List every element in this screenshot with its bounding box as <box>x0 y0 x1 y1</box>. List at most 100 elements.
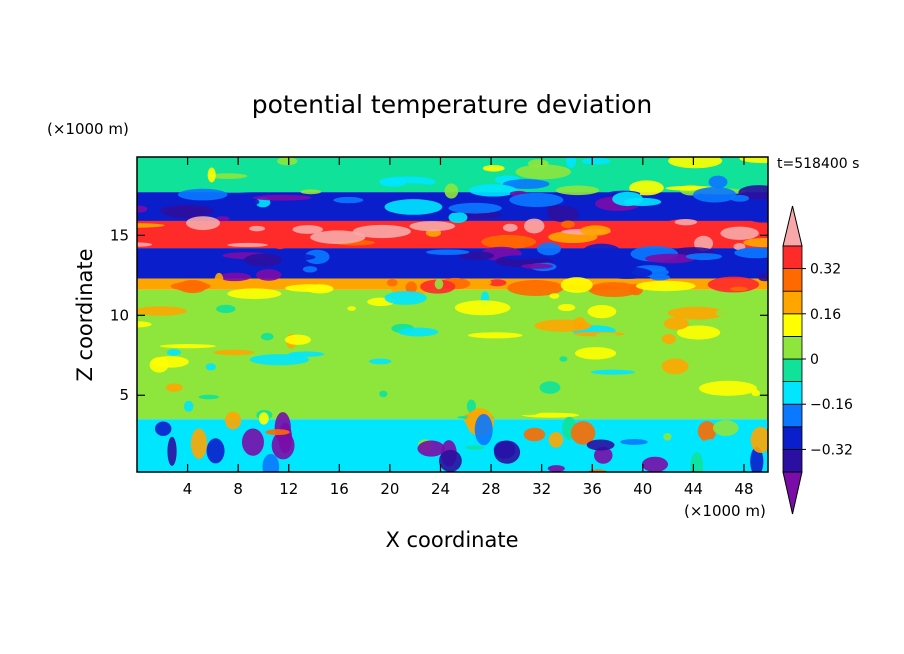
colorbar-swatch <box>782 358 803 383</box>
y-tick-label: 5 <box>119 386 129 404</box>
field-blob <box>444 183 459 199</box>
field-blob <box>560 220 575 229</box>
field-blob <box>137 321 152 328</box>
field-blob <box>225 301 272 309</box>
field-blob <box>262 453 280 472</box>
field-blob <box>587 304 617 319</box>
field-blob <box>661 334 676 345</box>
field-blob <box>547 465 565 472</box>
field-blob <box>751 389 760 397</box>
field-blob <box>514 405 542 416</box>
x-tick-label: 36 <box>583 480 602 498</box>
field-blob <box>547 205 579 222</box>
field-blob <box>685 253 723 260</box>
x-tick-label: 32 <box>532 480 551 498</box>
field-blob <box>635 280 696 292</box>
field-blob <box>215 216 230 222</box>
field-blob <box>625 301 668 315</box>
field-blob <box>137 223 165 228</box>
field-blob <box>683 199 710 211</box>
field-blob <box>205 363 217 371</box>
field-blob <box>177 279 208 294</box>
field-blob <box>350 431 369 437</box>
field-blob <box>443 242 455 248</box>
field-blob <box>454 300 511 316</box>
field-blob <box>137 375 165 387</box>
field-blob <box>438 449 462 472</box>
field-blob <box>557 303 576 312</box>
field-blob <box>256 269 282 281</box>
field-blob <box>507 279 564 296</box>
colorbar-swatch <box>782 290 803 315</box>
field-blob <box>166 349 182 356</box>
field-blob <box>274 244 286 250</box>
field-blob <box>570 421 596 445</box>
field-blob <box>252 194 312 201</box>
field-blob <box>277 157 298 166</box>
field-blob <box>715 305 768 321</box>
x-tick-label: 24 <box>431 480 450 498</box>
field-blob <box>732 262 742 276</box>
plot-field <box>137 157 768 472</box>
field-blob <box>198 394 220 400</box>
field-blob <box>285 284 333 292</box>
field-blob <box>347 306 357 311</box>
field-blob <box>586 439 615 451</box>
field-blob <box>672 397 705 407</box>
field-blob <box>137 242 153 247</box>
field-blob <box>509 192 564 208</box>
field-blob <box>494 440 521 464</box>
field-blob <box>417 440 445 457</box>
field-blob <box>459 251 495 261</box>
field-blob <box>304 249 330 265</box>
field-blob <box>465 445 485 450</box>
field-blob <box>438 364 455 375</box>
field-blob <box>539 381 561 394</box>
field-blob <box>623 197 662 206</box>
colorbar-swatch <box>782 313 803 337</box>
field-blob <box>425 249 470 255</box>
field-blob <box>160 204 214 218</box>
field-blob <box>469 184 518 197</box>
colorbar-swatch <box>782 245 803 270</box>
field-blob <box>310 230 366 244</box>
field-blob <box>268 229 290 236</box>
field-blob <box>448 211 468 224</box>
colorbar-extend-max <box>782 205 803 247</box>
x-tick-label: 48 <box>734 480 753 498</box>
field-blob <box>581 157 611 165</box>
field-blob <box>667 306 725 320</box>
x-tick-label: 40 <box>633 480 652 498</box>
field-blob <box>730 194 750 202</box>
field-blob <box>243 253 283 267</box>
field-blob <box>302 266 318 273</box>
field-blob <box>165 383 183 392</box>
y-tick-label: 10 <box>110 306 129 324</box>
colorbar-tick-label: 0.32 <box>810 262 841 278</box>
colorbar-extend-min <box>782 471 803 515</box>
field-blob <box>258 412 269 425</box>
x-tick-label: 4 <box>183 480 193 498</box>
field-blob <box>645 253 696 264</box>
field-blob <box>629 180 664 196</box>
field-blob <box>676 325 721 340</box>
field-blob <box>749 214 768 223</box>
field-blob <box>386 278 398 287</box>
field-blob <box>482 164 505 172</box>
field-blob <box>216 304 236 314</box>
field-blob <box>698 380 757 396</box>
field-blob <box>352 224 411 239</box>
field-blob <box>474 413 493 446</box>
field-blob <box>177 188 228 201</box>
field-blob <box>519 259 550 264</box>
colorbar-swatch <box>782 268 803 292</box>
field-blob <box>409 221 456 232</box>
field-blob <box>734 247 768 259</box>
field-blob <box>190 428 208 459</box>
y-tick-label: 15 <box>110 226 129 244</box>
field-blob <box>692 187 737 203</box>
field-blob <box>462 163 483 179</box>
field-blob <box>154 421 172 436</box>
field-blob <box>582 243 621 260</box>
